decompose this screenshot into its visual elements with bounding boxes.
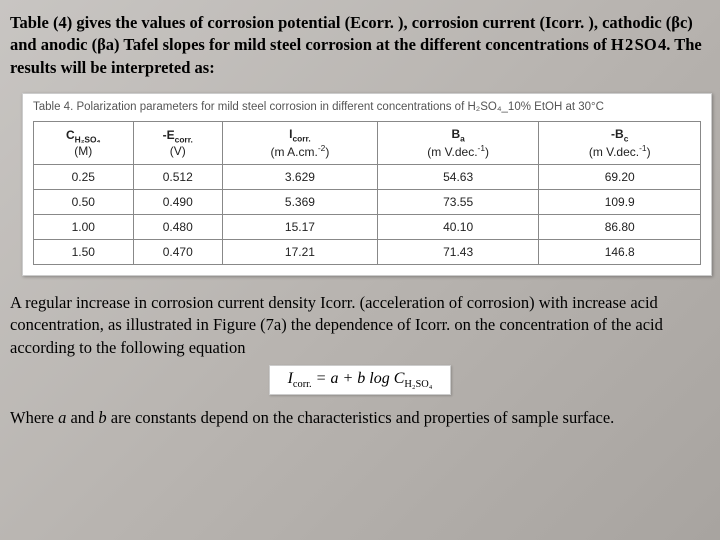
equation: Icorr. = a + b log CH₂SO₄ (269, 365, 452, 395)
table-row: 0.25 0.512 3.629 54.63 69.20 (34, 165, 701, 190)
equation-wrapper: Icorr. = a + b log CH₂SO₄ (10, 365, 710, 395)
table-header-row: CH₂SO₄ (M) -Ecorr. (V) Icorr. (m A.cm.-2… (34, 121, 701, 164)
caption-prefix: Table 4. (33, 101, 73, 113)
col-icorr: Icorr. (m A.cm.-2) (222, 121, 377, 164)
col-concentration: CH₂SO₄ (M) (34, 121, 134, 164)
caption-body: Polarization parameters for mild steel c… (76, 101, 603, 113)
closing-paragraph: Where a and b are constants depend on th… (10, 407, 710, 429)
table-row: 1.50 0.470 17.21 71.43 146.8 (34, 240, 701, 265)
col-bc: -Bc (m V.dec.-1) (539, 121, 701, 164)
table-4-container: Table 4. Polarization parameters for mil… (22, 93, 712, 276)
polarization-table: CH₂SO₄ (M) -Ecorr. (V) Icorr. (m A.cm.-2… (33, 121, 701, 265)
col-ba: Ba (m V.dec.-1) (377, 121, 539, 164)
table-row: 0.50 0.490 5.369 73.55 109.9 (34, 190, 701, 215)
col-ecorr: -Ecorr. (V) (133, 121, 222, 164)
middle-paragraph: A regular increase in corrosion current … (10, 292, 710, 359)
table-caption: Table 4. Polarization parameters for mil… (33, 100, 701, 115)
table-row: 1.00 0.480 15.17 40.10 86.80 (34, 215, 701, 240)
intro-paragraph: Table (4) gives the values of corrosion … (10, 12, 710, 79)
